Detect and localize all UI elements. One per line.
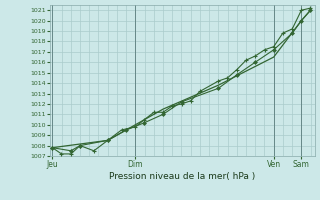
X-axis label: Pression niveau de la mer( hPa ): Pression niveau de la mer( hPa ) xyxy=(109,172,256,181)
